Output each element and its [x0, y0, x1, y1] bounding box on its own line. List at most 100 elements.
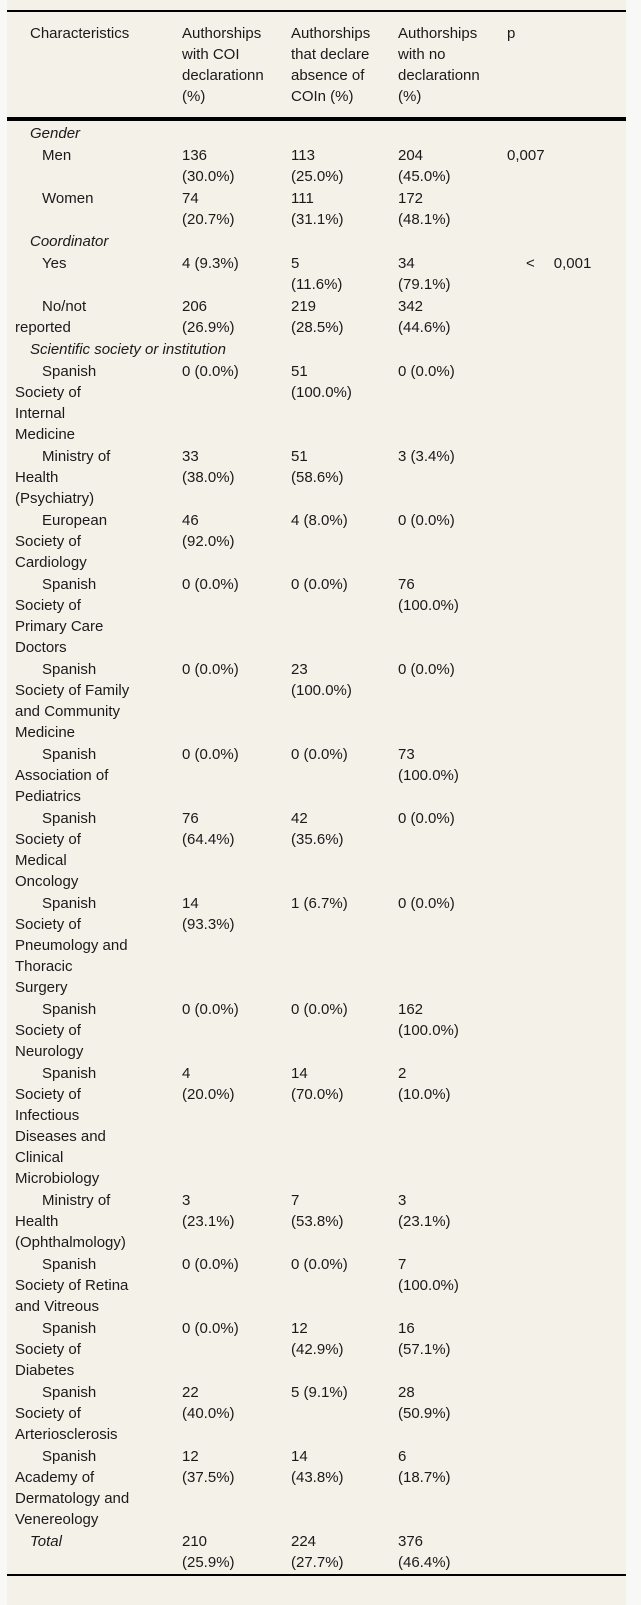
value-cell-absence: 12 (42.9%) [291, 1320, 344, 1358]
value-cell-absence: 42 (35.6%) [291, 810, 344, 848]
value-cell-absence: 5 (11.6%) [291, 255, 343, 293]
top-margin [7, 0, 626, 10]
column-header-p: p [507, 25, 516, 42]
column-header-no-declaration: Authorships with no declarationn (%) [398, 25, 480, 105]
header-rule [7, 117, 626, 121]
value-cell-coi: 206 (26.9%) [182, 298, 235, 336]
table-row: Scientific society or institution [7, 339, 626, 360]
value-cell-absence: 0 (0.0%) [291, 746, 348, 763]
column-header-declare-absence: Authorships that declare absence of COIn… [291, 25, 371, 105]
characteristics-table: Characteristics Authorships with COI dec… [7, 0, 626, 1605]
table-row: No/not reported 206 (26.9%) 219 (28.5%) 342… [7, 296, 626, 338]
value-cell-absence: 219 (28.5%) [291, 298, 344, 336]
value-cell-none: 3 (3.4%) [398, 448, 455, 465]
value-cell-coi: 4 (20.0%) [182, 1065, 235, 1103]
value-cell-none: 7 (100.0%) [398, 1256, 459, 1294]
value-cell-absence: 23 (100.0%) [291, 661, 352, 699]
value-cell-coi: 12 (37.5%) [182, 1448, 235, 1486]
row-label: Spanish Society of Internal Medicine [15, 363, 97, 443]
row-label: Spanish Society of Infectious Diseases a… [15, 1065, 106, 1187]
value-cell-none: 376 (46.4%) [398, 1533, 451, 1571]
value-cell-absence: 0 (0.0%) [291, 576, 348, 593]
value-cell-none: 342 (44.6%) [398, 298, 451, 336]
row-label: Scientific society or institution [30, 341, 226, 358]
value-cell-absence: 224 (27.7%) [291, 1533, 344, 1571]
value-cell-none: 2 (10.0%) [398, 1065, 451, 1103]
p-value-cell: <0,001 [507, 253, 626, 274]
table-row: Women 74 (20.7%) 111 (31.1%) 172 (48.1%) [7, 188, 626, 230]
table-row: Spanish Society of Diabetes 0 (0.0%) 12 (4… [7, 1318, 626, 1381]
row-label: Spanish Society of Arteriosclerosis [15, 1384, 118, 1443]
value-cell-none: 204 (45.0%) [398, 147, 451, 185]
table-row: Spanish Society of Arteriosclerosis 22 (4… [7, 1382, 626, 1445]
row-label: European Society of Cardiology [15, 512, 108, 571]
row-label: Gender [30, 125, 81, 142]
column-header-characteristics: Characteristics [30, 25, 130, 42]
table-row: Total 210 (25.9%) 224 (27.7%) 376 (46.4%) [7, 1531, 626, 1573]
value-cell-absence: 113 (25.0%) [291, 147, 344, 185]
value-cell-none: 162 (100.0%) [398, 1001, 459, 1039]
value-cell-none: 0 (0.0%) [398, 661, 455, 678]
value-cell-none: 0 (0.0%) [398, 810, 455, 827]
value-cell-none: 0 (0.0%) [398, 363, 455, 380]
value-cell-coi: 0 (0.0%) [182, 1256, 239, 1273]
value-cell-coi: 210 (25.9%) [182, 1533, 235, 1571]
column-header-coi-declaration: Authorships with COI declarationn (%) [182, 25, 264, 105]
value-cell-none: 0 (0.0%) [398, 895, 455, 912]
value-cell-coi: 76 (64.4%) [182, 810, 235, 848]
row-label: Spanish Society of Family and Community … [15, 661, 130, 741]
row-label: Spanish Society of Neurology [15, 1001, 97, 1060]
row-label: Spanish Association of Pediatrics [15, 746, 109, 805]
row-label: Ministry of Health (Ophthalmology) [15, 1192, 126, 1251]
value-cell-none: 76 (100.0%) [398, 576, 459, 614]
row-label: Total [30, 1533, 62, 1550]
value-cell-absence: 14 (43.8%) [291, 1448, 344, 1486]
value-cell-absence: 1 (6.7%) [291, 895, 348, 912]
value-cell-coi: 0 (0.0%) [182, 746, 239, 763]
table-row: Men 136 (30.0%) 113 (25.0%) 204 (45.0%) 0,00… [7, 145, 626, 187]
value-cell-absence: 4 (8.0%) [291, 512, 348, 529]
row-label: Spanish Society of Medical Oncology [15, 810, 97, 890]
value-cell-absence: 0 (0.0%) [291, 1256, 348, 1273]
table-row: Spanish Academy of Dermatology and Vener… [7, 1446, 626, 1530]
value-cell-coi: 0 (0.0%) [182, 576, 239, 593]
value-cell-coi: 14 (93.3%) [182, 895, 235, 933]
table-body: Gender Men 136 (30.0%) 113 (25.0%) 204 (45.0… [7, 121, 626, 1573]
value-cell-coi: 0 (0.0%) [182, 1001, 239, 1018]
table-row: Spanish Society of Retina and Vitreous 0 … [7, 1254, 626, 1317]
bottom-rule [7, 1574, 626, 1576]
row-label: No/not reported [15, 298, 87, 336]
value-cell-absence: 7 (53.8%) [291, 1192, 344, 1230]
table-row: Spanish Society of Internal Medicine 0 (0… [7, 361, 626, 445]
p-value: 0,001 [553, 255, 592, 272]
value-cell-none: 16 (57.1%) [398, 1320, 451, 1358]
table-row: Spanish Society of Medical Oncology 76 (6… [7, 808, 626, 892]
value-cell-coi: 4 (9.3%) [182, 255, 239, 272]
table-row: Spanish Society of Infectious Diseases a… [7, 1063, 626, 1189]
row-label: Spanish Society of Diabetes [15, 1320, 97, 1379]
value-cell-absence: 0 (0.0%) [291, 1001, 348, 1018]
value-cell-coi: 3 (23.1%) [182, 1192, 235, 1230]
table-row: Spanish Association of Pediatrics 0 (0.0%… [7, 744, 626, 807]
row-label: Spanish Academy of Dermatology and Vener… [15, 1448, 130, 1528]
table-row: Spanish Society of Family and Community … [7, 659, 626, 743]
value-cell-coi: 22 (40.0%) [182, 1384, 235, 1422]
row-label: Spanish Society of Primary Care Doctors [15, 576, 104, 656]
top-rule [7, 10, 626, 12]
value-cell-none: 3 (23.1%) [398, 1192, 451, 1230]
value-cell-absence: 5 (9.1%) [291, 1384, 348, 1401]
value-cell-absence: 14 (70.0%) [291, 1065, 344, 1103]
row-label: Men [42, 147, 72, 164]
value-cell-coi: 33 (38.0%) [182, 448, 235, 486]
row-label: Coordinator [30, 233, 109, 250]
value-cell-none: 6 (18.7%) [398, 1448, 451, 1486]
row-label: Yes [42, 255, 67, 272]
value-cell-absence: 111 (31.1%) [291, 190, 344, 228]
table-row: Spanish Society of Primary Care Doctors 0… [7, 574, 626, 658]
row-label: Women [42, 190, 94, 207]
row-label: Ministry of Health (Psychiatry) [15, 448, 111, 507]
value-cell-none: 0 (0.0%) [398, 512, 455, 529]
table-row: Spanish Society of Neurology 0 (0.0%) 0 (0… [7, 999, 626, 1062]
value-cell-coi: 0 (0.0%) [182, 661, 239, 678]
